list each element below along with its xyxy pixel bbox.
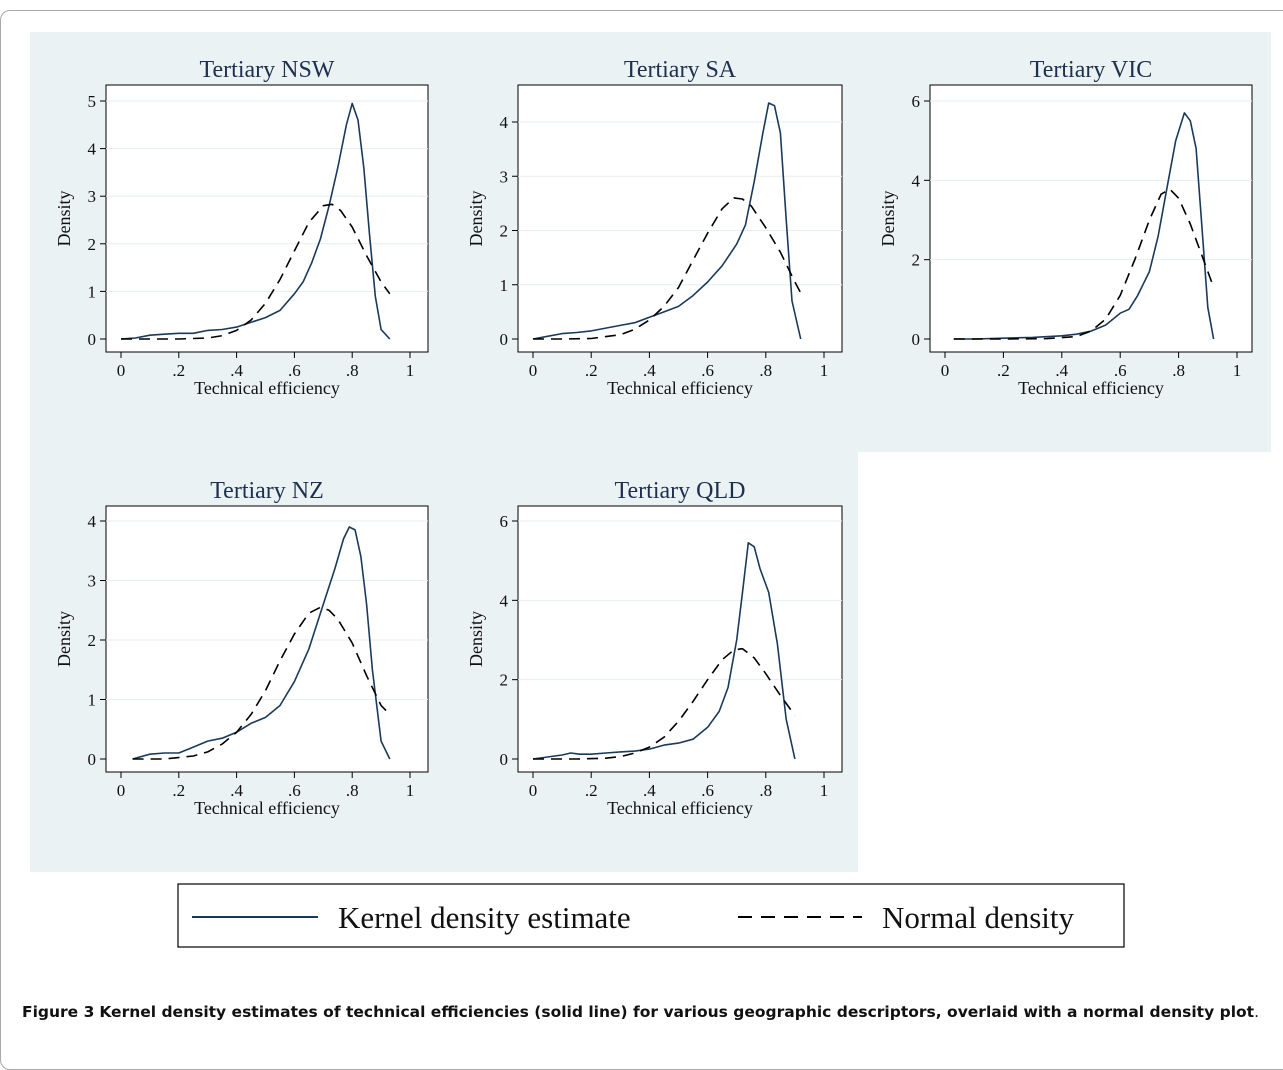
y-tick-label: 3 <box>88 572 97 591</box>
caption-end: . <box>1254 1003 1259 1021</box>
x-tick-label: .6 <box>701 781 714 800</box>
x-axis-label: Technical efficiency <box>194 798 340 818</box>
chart-title: Tertiary NSW <box>200 57 335 83</box>
chart-panel: 0 2 4 6 0 .2 .4 .6 .8 1 Tertiary VIC Technical effi… <box>878 57 1253 398</box>
y-tick-label: 2 <box>912 251 921 270</box>
legend-kernel-label: Kernel density estimate <box>338 900 631 935</box>
y-tick-label: 4 <box>88 140 97 159</box>
y-tick-label: 4 <box>500 591 509 610</box>
x-tick-label: 1 <box>820 361 829 380</box>
x-tick-label: 1 <box>1233 361 1242 380</box>
x-tick-label: .6 <box>701 361 714 380</box>
y-tick-label: 2 <box>88 631 97 650</box>
y-tick-label: 0 <box>912 330 921 349</box>
x-tick-label: .2 <box>585 781 598 800</box>
y-tick-label: 6 <box>912 92 921 111</box>
y-tick-label: 4 <box>88 512 97 531</box>
y-tick-label: 4 <box>500 113 509 132</box>
figure-caption: Figure 3 Kernel density estimates of tec… <box>22 1000 1267 1024</box>
x-tick-label: 1 <box>820 781 829 800</box>
x-tick-label: .4 <box>230 361 243 380</box>
y-tick-label: 3 <box>88 187 97 206</box>
x-tick-label: .8 <box>759 361 772 380</box>
x-tick-label: .8 <box>346 361 359 380</box>
x-tick-label: 1 <box>406 361 415 380</box>
plot-area <box>105 84 429 353</box>
y-axis-label: Density <box>54 191 74 247</box>
legend-box <box>177 883 1125 948</box>
y-tick-label: 0 <box>500 750 509 769</box>
x-tick-label: 1 <box>406 781 415 800</box>
x-tick-label: 0 <box>529 361 538 380</box>
x-tick-label: .8 <box>759 781 772 800</box>
x-tick-label: .6 <box>288 781 301 800</box>
y-tick-label: 4 <box>912 171 921 190</box>
plot-area <box>929 84 1253 353</box>
normal-density-line <box>533 647 796 760</box>
x-tick-label: .2 <box>172 781 185 800</box>
chart-panels: 0 1 2 3 4 5 0 .2 .4 .6 .8 1 Tertiary NSW Technical ef… <box>54 57 1253 818</box>
x-tick-label: 0 <box>941 361 950 380</box>
figure-canvas: 0 1 2 3 4 5 0 .2 .4 .6 .8 1 Tertiary NSW Technical ef… <box>30 32 1271 948</box>
caption-text: Kernel density estimates of technical ef… <box>99 1003 1255 1021</box>
y-tick-label: 6 <box>500 512 509 531</box>
x-axis-label: Technical efficiency <box>194 378 340 398</box>
y-axis-label: Density <box>878 191 898 247</box>
plot-area <box>517 505 843 773</box>
x-axis-label: Technical efficiency <box>1018 378 1164 398</box>
y-axis-label: Density <box>466 611 486 667</box>
x-tick-label: .6 <box>1114 361 1127 380</box>
x-tick-label: .8 <box>346 781 359 800</box>
y-tick-label: 1 <box>88 282 97 301</box>
y-axis-label: Density <box>54 611 74 667</box>
normal-density-line <box>121 203 391 340</box>
y-tick-label: 5 <box>88 92 97 111</box>
chart-title: Tertiary NZ <box>210 478 324 504</box>
normal-density-line <box>132 606 391 760</box>
x-tick-label: .2 <box>172 361 185 380</box>
normal-density-line <box>533 197 802 340</box>
y-tick-label: 3 <box>500 167 509 186</box>
kernel-density-line <box>532 102 802 340</box>
chart-panel: 0 2 4 6 0 .2 .4 .6 .8 1 Tertiary QLD Technical effi… <box>466 478 843 818</box>
x-tick-label: 0 <box>117 361 126 380</box>
kernel-density-line <box>532 541 796 760</box>
y-tick-label: 2 <box>500 671 509 690</box>
caption-figure-number: Figure 3 <box>22 1003 95 1021</box>
plot-area <box>517 84 843 353</box>
chart-panel: 0 1 2 3 4 5 0 .2 .4 .6 .8 1 Tertiary NSW Technical ef… <box>54 57 429 398</box>
x-tick-label: .4 <box>643 361 656 380</box>
legend: Kernel density estimate Normal density <box>177 883 1125 948</box>
y-tick-label: 1 <box>88 691 97 710</box>
chart-title: Tertiary VIC <box>1030 57 1153 83</box>
x-tick-label: .4 <box>1055 361 1068 380</box>
legend-normal-label: Normal density <box>882 900 1074 935</box>
chart-panel: 0 1 2 3 4 0 .2 .4 .6 .8 1 Tertiary NZ Technical effi… <box>54 478 429 818</box>
chart-title: Tertiary QLD <box>615 478 746 504</box>
y-tick-label: 2 <box>88 235 97 254</box>
y-axis-label: Density <box>466 191 486 247</box>
x-tick-label: .6 <box>288 361 301 380</box>
y-tick-label: 0 <box>500 330 509 349</box>
x-tick-label: 0 <box>117 781 126 800</box>
x-tick-label: .2 <box>585 361 598 380</box>
x-tick-label: .8 <box>1172 361 1185 380</box>
y-tick-label: 1 <box>500 276 509 295</box>
x-tick-label: 0 <box>529 781 538 800</box>
x-axis-label: Technical efficiency <box>607 798 753 818</box>
chart-title: Tertiary SA <box>624 57 737 83</box>
y-tick-label: 0 <box>88 330 97 349</box>
kernel-density-line <box>132 526 391 760</box>
x-tick-label: .2 <box>997 361 1010 380</box>
x-tick-label: .4 <box>643 781 656 800</box>
y-tick-label: 2 <box>500 222 509 241</box>
kernel-density-line <box>953 112 1215 340</box>
kernel-density-line <box>120 102 391 340</box>
normal-density-line <box>953 188 1215 340</box>
plot-area <box>105 505 429 773</box>
x-tick-label: .4 <box>230 781 243 800</box>
chart-panel: 0 1 2 3 4 0 .2 .4 .6 .8 1 Tertiary SA Technical effi… <box>466 57 843 398</box>
x-axis-label: Technical efficiency <box>607 378 753 398</box>
y-tick-label: 0 <box>88 750 97 769</box>
